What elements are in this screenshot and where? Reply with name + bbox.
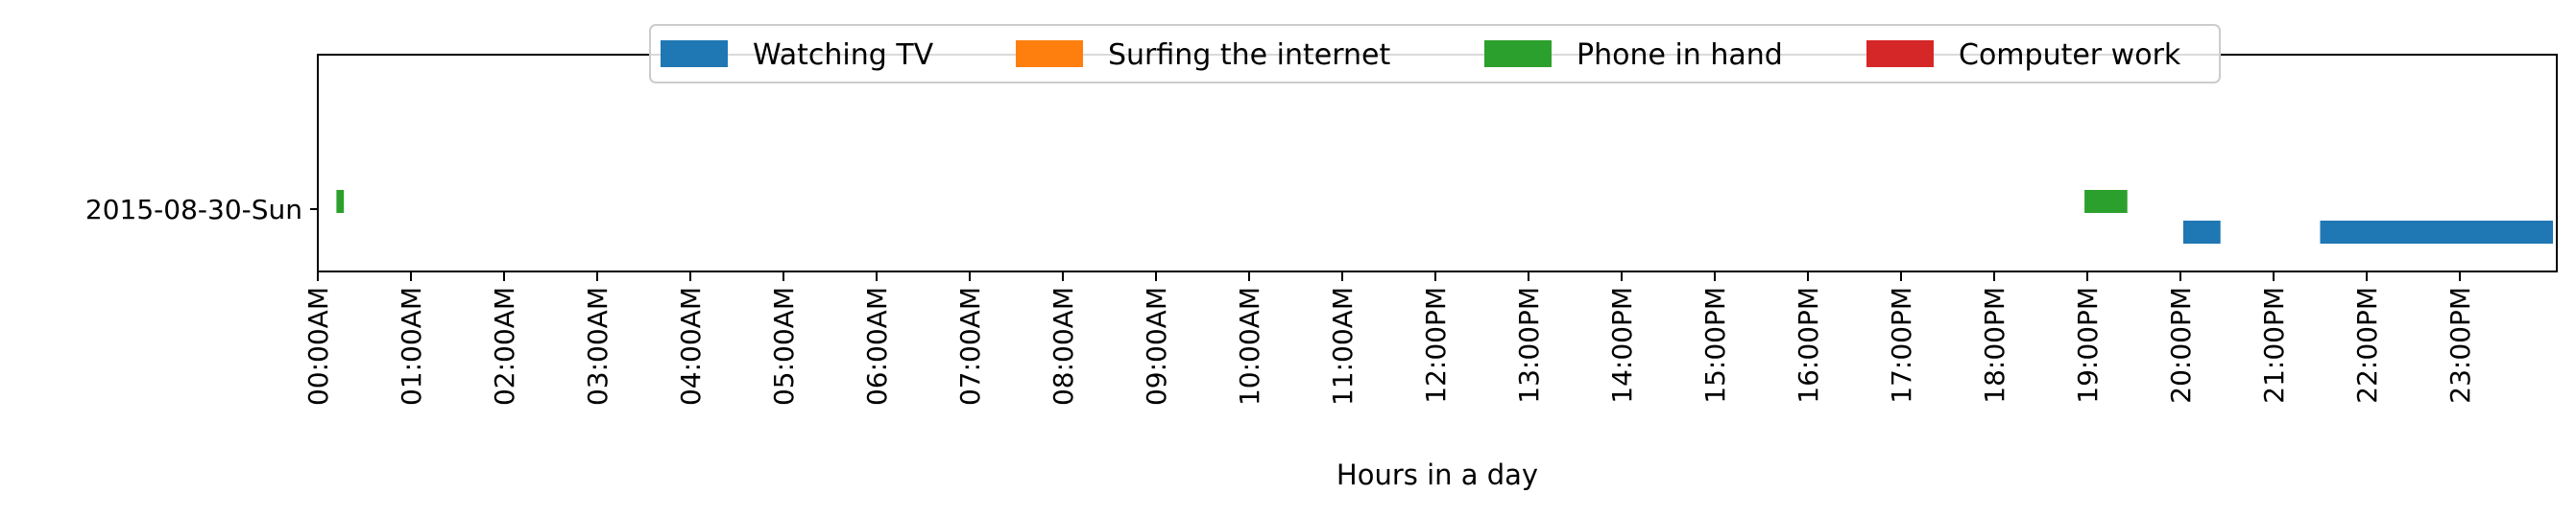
legend-label: Watching TV bbox=[753, 38, 934, 72]
legend-swatch bbox=[1016, 40, 1083, 67]
x-tick-label: 04:00AM bbox=[675, 287, 707, 406]
legend-swatch bbox=[1866, 40, 1934, 67]
x-tick-label: 06:00AM bbox=[861, 287, 893, 406]
watching-tv-bar-0 bbox=[2182, 221, 2221, 244]
x-tick-label: 15:00PM bbox=[1699, 287, 1731, 404]
legend: Watching TV Surfing the internet Phone in … bbox=[649, 24, 2221, 83]
x-axis: 00:00AM 01:00AM 02:00AM 03:00AM 04:00AM 05:00… bbox=[302, 271, 2476, 406]
y-tick-label: 2015-08-30-Sun bbox=[85, 194, 302, 225]
legend-box bbox=[649, 24, 2221, 83]
legend-item-phone-in-hand: Phone in hand bbox=[1484, 38, 1783, 72]
x-tick-label: 03:00AM bbox=[582, 287, 614, 406]
x-tick-label: 02:00AM bbox=[489, 287, 520, 406]
legend-item-watching-tv: Watching TV bbox=[661, 38, 934, 72]
x-tick-label: 11:00AM bbox=[1327, 287, 1359, 406]
x-tick-label: 23:00PM bbox=[2444, 287, 2476, 404]
y-axis: 2015-08-30-Sun bbox=[85, 194, 318, 225]
plot-frame bbox=[317, 54, 2558, 272]
x-tick-label: 21:00PM bbox=[2258, 287, 2290, 404]
legend-item-computer-work: Computer work bbox=[1866, 38, 2181, 72]
watching-tv-bar-1 bbox=[2320, 221, 2553, 244]
phone-in-hand-bar-0 bbox=[336, 190, 345, 213]
x-tick-label: 00:00AM bbox=[302, 287, 334, 406]
x-tick-label: 20:00PM bbox=[2165, 287, 2197, 404]
legend-label: Surfing the internet bbox=[1108, 38, 1390, 72]
x-tick-label: 16:00PM bbox=[1793, 287, 1824, 404]
legend-swatch bbox=[1484, 40, 1552, 67]
x-tick-label: 17:00PM bbox=[1886, 287, 1917, 404]
legend-label: Phone in hand bbox=[1577, 38, 1783, 72]
phone-in-hand-bar-1 bbox=[2084, 190, 2128, 213]
x-tick-label: 13:00PM bbox=[1513, 287, 1545, 404]
legend-label: Computer work bbox=[1959, 38, 2181, 72]
x-tick-label: 08:00AM bbox=[1047, 287, 1079, 406]
x-tick-label: 09:00AM bbox=[1141, 287, 1172, 406]
x-tick-label: 12:00PM bbox=[1420, 287, 1452, 404]
legend-swatch bbox=[661, 40, 728, 67]
x-tick-label: 05:00AM bbox=[768, 287, 800, 406]
x-axis-label: Hours in a day bbox=[1336, 459, 1538, 491]
x-tick-label: 10:00AM bbox=[1234, 287, 1265, 406]
x-tick-label: 18:00PM bbox=[1979, 287, 2010, 404]
legend-item-surfing-the-internet: Surfing the internet bbox=[1016, 38, 1390, 72]
x-tick-label: 14:00PM bbox=[1606, 287, 1638, 404]
x-tick-label: 22:00PM bbox=[2351, 287, 2383, 404]
x-tick-label: 07:00AM bbox=[954, 287, 986, 406]
x-tick-label: 01:00AM bbox=[396, 287, 427, 406]
x-tick-label: 19:00PM bbox=[2072, 287, 2104, 404]
bars-layer bbox=[336, 190, 2553, 244]
